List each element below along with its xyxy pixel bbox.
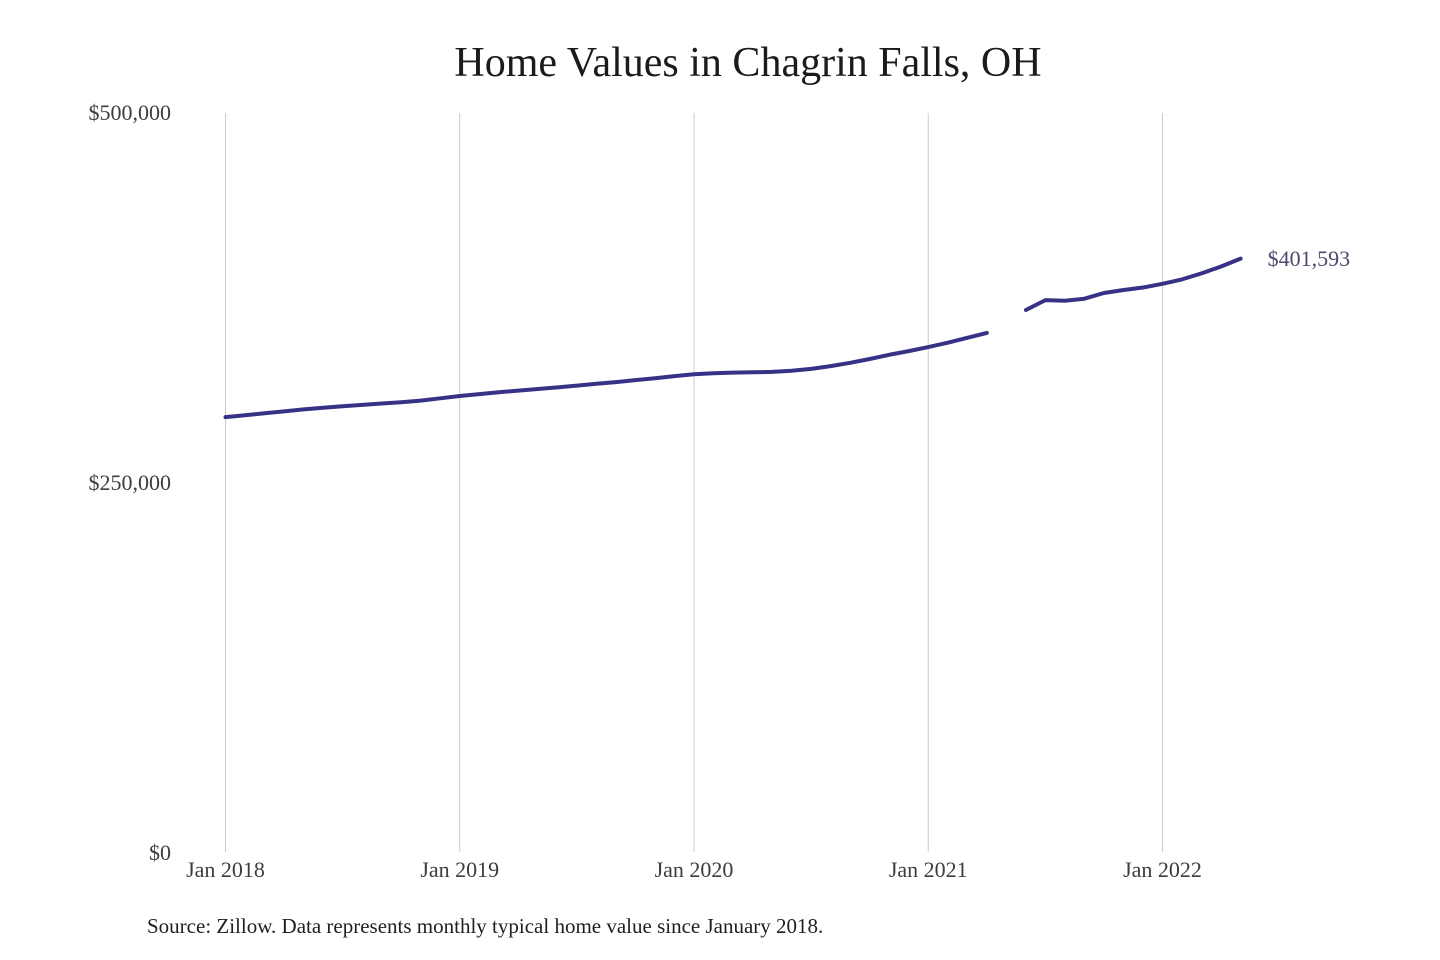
home-value-series-path xyxy=(223,256,1243,420)
source-note: Source: Zillow. Data represents monthly … xyxy=(147,914,824,938)
x-axis-tick-label: Jan 2018 xyxy=(186,857,265,882)
x-axis-tick-label: Jan 2021 xyxy=(888,857,968,882)
chart-title: Home Values in Chagrin Falls, OH xyxy=(454,40,1042,86)
vertical-gridlines xyxy=(225,113,1163,852)
home-values-line xyxy=(223,256,1243,420)
y-axis-tick-label: $500,000 xyxy=(88,100,172,125)
x-axis-tick-label: Jan 2020 xyxy=(654,857,734,882)
y-axis-tick-label: $250,000 xyxy=(88,470,172,495)
x-axis-tick-label: Jan 2022 xyxy=(1123,857,1202,882)
final-value-label: $401,593 xyxy=(1267,245,1351,271)
y-axis-tick-label: $0 xyxy=(149,840,171,865)
x-axis-tick-label: Jan 2019 xyxy=(420,857,500,882)
